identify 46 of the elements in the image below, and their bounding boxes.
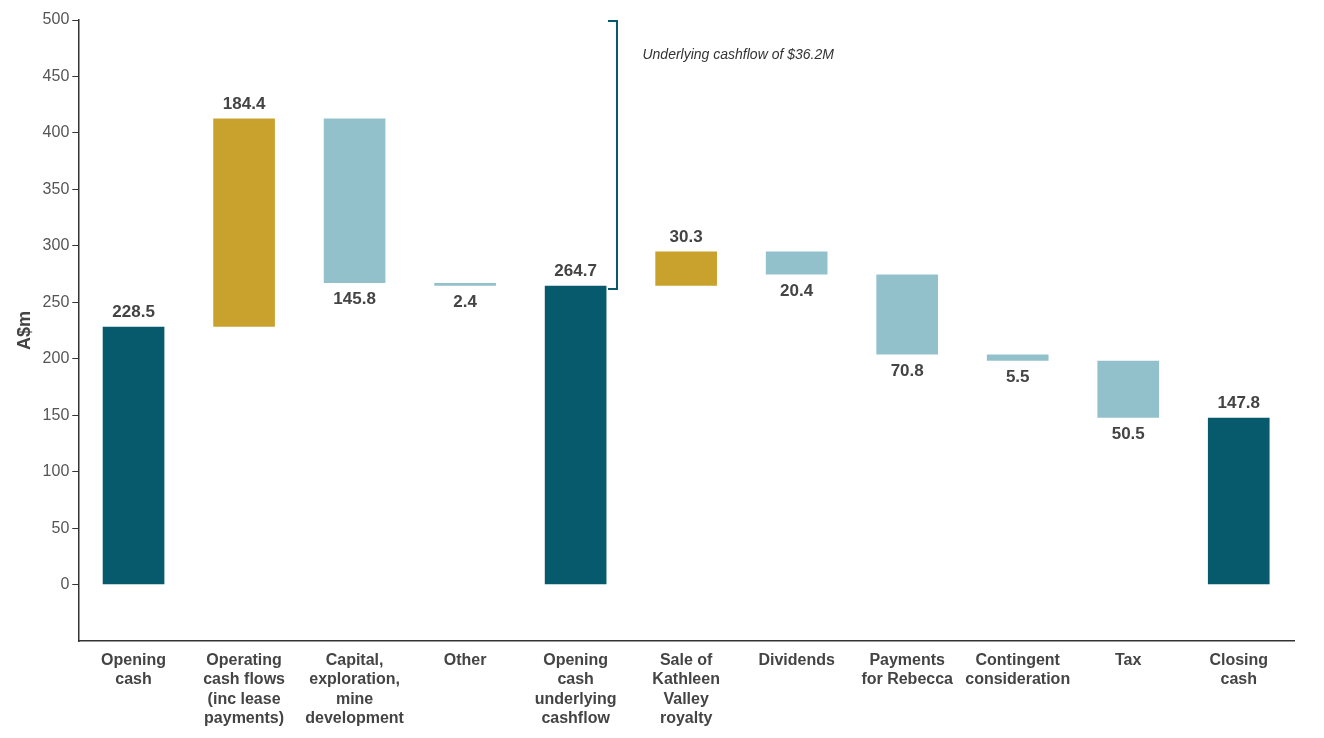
x-tick-label: Opening cash underlying cashflow: [534, 651, 617, 726]
bar: [986, 354, 1049, 361]
x-tick-label: Opening cash: [101, 651, 166, 688]
bar: [655, 251, 717, 286]
x-tick-label: Closing cash: [1209, 651, 1269, 688]
data-label: 5.5: [1005, 366, 1030, 386]
y-tick-label: 0: [60, 575, 70, 593]
x-tick-label: Other: [443, 651, 487, 669]
x-tick-label: Sale of Kathleen Valley royalty: [652, 651, 720, 726]
y-tick-label: 200: [42, 349, 70, 367]
x-tick-label: Payments for Rebecca: [861, 651, 954, 688]
y-tick-label: 50: [51, 518, 70, 536]
data-label: 228.5: [112, 301, 155, 321]
data-label: 50.5: [1111, 423, 1145, 443]
bar: [544, 285, 607, 585]
bar: [213, 118, 275, 327]
data-label: 184.4: [222, 93, 266, 113]
x-tick-label: Contingent consideration: [965, 651, 1071, 688]
bar: [102, 326, 165, 585]
bar: [765, 251, 828, 275]
bar: [434, 283, 496, 286]
annotation: Underlying cashflow of $36.2M: [642, 46, 834, 62]
data-label: 2.4: [453, 291, 478, 311]
data-label: 30.3: [669, 226, 703, 246]
x-tick-label: Capital, exploration, mine development: [305, 651, 405, 726]
y-tick-label: 400: [42, 123, 70, 141]
data-label: 147.8: [1217, 392, 1261, 412]
x-tick-label: Tax: [1115, 651, 1142, 669]
y-tick-label: 450: [42, 66, 70, 84]
y-tick-label: 250: [42, 292, 70, 310]
bar: [876, 274, 939, 355]
data-label: 145.8: [333, 289, 376, 309]
data-label: 70.8: [890, 360, 924, 380]
bar: [323, 118, 386, 284]
y-tick-label: 350: [42, 179, 70, 197]
y-tick-label: 150: [42, 405, 70, 423]
x-tick-label: Dividends: [758, 651, 835, 669]
y-tick-label: 500: [42, 10, 70, 28]
y-tick-label: 300: [42, 236, 70, 254]
data-label: 264.7: [554, 260, 597, 280]
data-label: 20.4: [780, 280, 814, 300]
x-tick-label: Operating cash flows (inc lease payments): [203, 651, 286, 726]
y-tick-label: 100: [42, 462, 70, 480]
bar: [1097, 360, 1160, 418]
y-axis-title: A$m: [13, 311, 34, 351]
bar: [1207, 417, 1270, 585]
